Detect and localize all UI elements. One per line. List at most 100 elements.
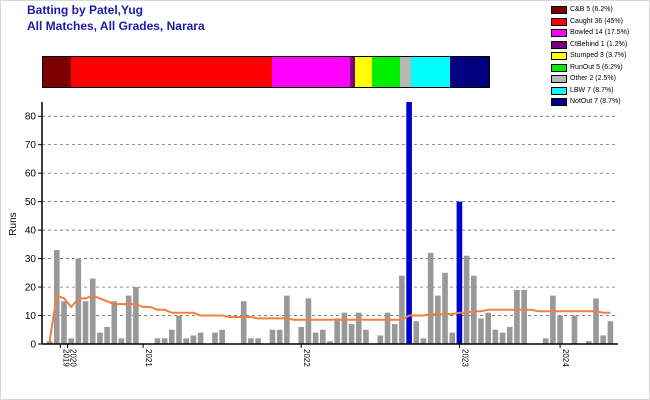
dismissal-segment xyxy=(70,57,272,87)
x-tick-label: 2022 xyxy=(302,349,311,367)
innings-bar xyxy=(514,289,520,344)
chart-title: Batting by Patel,Yug xyxy=(27,3,144,17)
innings-bar xyxy=(255,338,261,344)
legend: C&B 5 (6.2%) Caught 36 (45%) Bowled 14 (17… xyxy=(551,5,649,109)
legend-label: Stumped 3 (3.7%) xyxy=(570,52,627,59)
innings-bar xyxy=(521,289,527,344)
innings-bar xyxy=(248,338,254,344)
legend-swatch xyxy=(551,40,567,49)
innings-bar xyxy=(506,326,513,344)
dismissal-segment xyxy=(449,57,489,87)
innings-bar xyxy=(133,287,139,344)
legend-label: Bowled 14 (17.5%) xyxy=(570,29,630,36)
innings-bar xyxy=(111,301,118,344)
innings-bar xyxy=(240,301,247,344)
legend-swatch xyxy=(551,52,567,60)
innings-bar xyxy=(320,329,326,344)
legend-item: C&B 5 (6.2%) xyxy=(551,5,649,17)
x-tick-label: 2020 xyxy=(69,349,78,367)
legend-swatch xyxy=(551,86,567,95)
innings-bar xyxy=(542,338,549,344)
innings-bar xyxy=(161,338,168,344)
not-out-bar xyxy=(456,201,463,344)
innings-bar xyxy=(478,318,484,344)
dismissal-segment xyxy=(399,57,411,87)
chart-subtitle: All Matches, All Grades, Narara xyxy=(27,19,205,33)
dismissal-segment xyxy=(355,57,372,87)
innings-bar xyxy=(435,295,441,344)
innings-bar xyxy=(557,315,563,344)
innings-bar xyxy=(68,338,74,344)
innings-bar xyxy=(499,332,506,344)
innings-bar xyxy=(327,341,333,344)
innings-bar xyxy=(363,329,369,344)
innings-bar xyxy=(169,329,175,344)
legend-item: RunOut 5 (6.2%) xyxy=(551,63,649,75)
y-tick-label: 80 xyxy=(25,112,37,123)
innings-bar xyxy=(586,341,592,344)
legend-label: C&B 5 (6.2%) xyxy=(570,6,613,13)
innings-bar xyxy=(118,338,125,344)
innings-bar xyxy=(442,272,448,344)
innings-bar xyxy=(384,312,391,344)
innings-bar xyxy=(298,326,305,344)
average-line xyxy=(48,294,611,342)
innings-bar xyxy=(413,321,420,344)
legend-label: CtBehind 1 (1.2%) xyxy=(570,40,628,48)
innings-bar xyxy=(571,315,578,344)
legend-swatch xyxy=(551,29,567,37)
innings-bar xyxy=(97,332,103,344)
legend-swatch xyxy=(551,98,567,106)
innings-bar xyxy=(46,341,53,344)
legend-swatch xyxy=(551,63,567,72)
legend-swatch xyxy=(551,6,567,14)
y-tick-label: 10 xyxy=(25,311,37,322)
innings-bar xyxy=(212,332,218,344)
dismissal-segment xyxy=(371,57,400,87)
innings-bar xyxy=(269,329,276,344)
dismissal-segment xyxy=(410,57,450,87)
innings-bar xyxy=(600,335,607,344)
legend-swatch xyxy=(551,17,567,26)
innings-bar xyxy=(176,315,182,344)
innings-bar xyxy=(399,275,405,344)
y-tick-label: 70 xyxy=(25,140,37,151)
innings-bar xyxy=(550,295,556,344)
innings-bar xyxy=(377,335,384,344)
innings-bar xyxy=(312,332,319,344)
legend-label: NotOut 7 (8.7%) xyxy=(570,98,621,105)
legend-item: NotOut 7 (8.7%) xyxy=(551,97,649,109)
x-tick-label: 2021 xyxy=(144,349,153,367)
legend-label: LBW 7 (8.7%) xyxy=(570,86,614,94)
y-axis-label: Runs xyxy=(8,212,19,235)
innings-bar xyxy=(154,338,161,344)
innings-bar xyxy=(104,326,110,344)
innings-bar xyxy=(355,312,362,344)
innings-bar xyxy=(427,252,434,344)
innings-bar xyxy=(341,312,348,344)
legend-swatch xyxy=(551,75,567,83)
innings-bar xyxy=(125,295,132,344)
dismissal-distribution-bar xyxy=(42,56,490,88)
legend-item: CtBehind 1 (1.2%) xyxy=(551,40,649,52)
x-tick-label: 2024 xyxy=(561,349,570,367)
y-tick-label: 40 xyxy=(25,226,37,237)
y-tick-label: 0 xyxy=(30,340,36,351)
innings-bar xyxy=(190,335,197,344)
innings-bar xyxy=(449,332,456,344)
innings-bar xyxy=(305,298,312,344)
legend-item: Bowled 14 (17.5%) xyxy=(551,28,649,40)
innings-bar xyxy=(470,275,477,344)
x-tick-label: 2019 xyxy=(61,349,70,367)
not-out-bar xyxy=(406,102,412,344)
dismissal-segment xyxy=(43,57,71,87)
innings-bar xyxy=(607,321,614,344)
innings-bar xyxy=(75,258,82,344)
x-tick-label: 2023 xyxy=(460,349,469,367)
innings-bar xyxy=(197,332,204,344)
y-tick-label: 60 xyxy=(25,169,37,180)
dismissal-segment xyxy=(271,57,350,87)
legend-item: Caught 36 (45%) xyxy=(551,17,649,29)
innings-bar xyxy=(593,298,599,344)
